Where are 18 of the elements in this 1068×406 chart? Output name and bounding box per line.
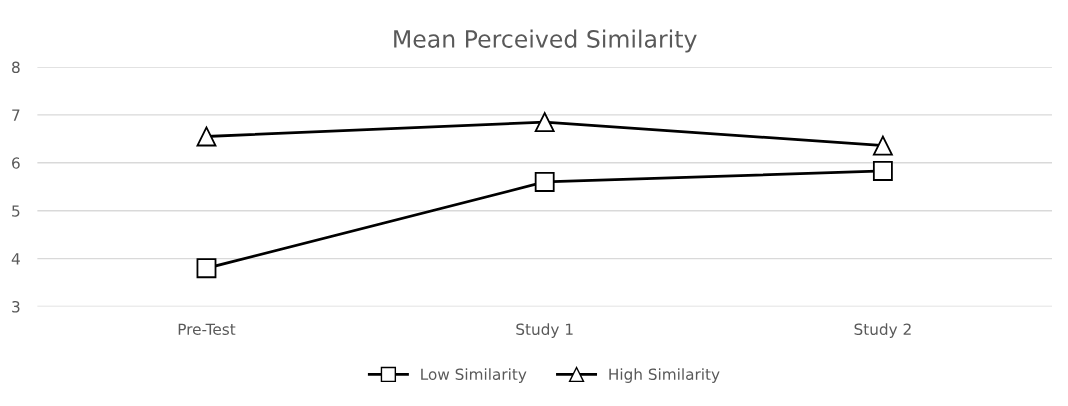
chart-title: Mean Perceived Similarity	[394, 29, 697, 53]
legend-label: Low Similarity	[421, 368, 527, 383]
point	[196, 126, 217, 147]
point	[872, 135, 893, 156]
point	[872, 161, 893, 181]
y-tick-label: 7	[12, 109, 20, 121]
point	[534, 112, 555, 133]
point	[534, 172, 555, 192]
y-tick-label: 4	[11, 253, 20, 265]
x-tick-label: Pre-Test	[178, 323, 236, 336]
x-tick-label: Study 2	[854, 323, 911, 338]
x-tick-label: Study 1	[516, 323, 573, 338]
y-tick-label: 6	[12, 157, 20, 169]
point	[196, 258, 217, 279]
y-tick-label: 5	[12, 205, 20, 217]
legend-label: High Similarity	[609, 368, 720, 383]
y-tick-label: 3	[12, 301, 20, 313]
y-tick-label: 8	[12, 61, 20, 74]
